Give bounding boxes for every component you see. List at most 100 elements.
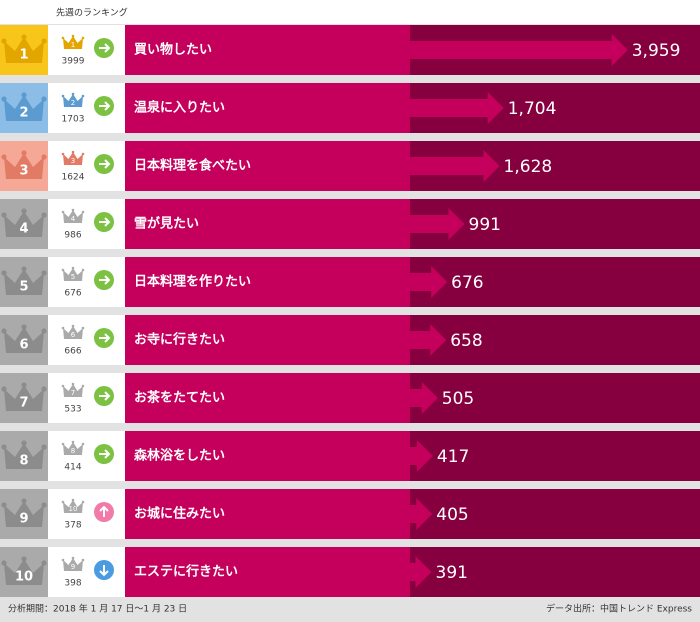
prev-rank: 6 [71, 331, 76, 339]
rank-crown-tip [41, 96, 47, 102]
prev-value: 3999 [62, 57, 85, 67]
prev-crown-tip [81, 152, 85, 156]
rank-crown-tip [41, 270, 47, 276]
rank-crown-tip [21, 92, 27, 98]
rank-crown-tip [1, 328, 7, 334]
trend-arrow [99, 275, 111, 285]
prev-rank: 5 [71, 273, 75, 281]
prev-crown-tip [81, 500, 85, 504]
prev-crown-tip [61, 558, 65, 562]
prev-crown-tip [81, 36, 85, 40]
footer-left: 分析期間：2018 年 1 月 17 日〜1 月 23 日 [8, 603, 187, 615]
prev-crown-tip [71, 324, 75, 328]
prev-crown-tip [71, 34, 75, 38]
prev-crown [63, 94, 83, 107]
value-label: 505 [442, 389, 474, 409]
category: 森林浴をしたい [134, 448, 225, 464]
bar [410, 382, 438, 414]
prev-crown-tip [71, 208, 75, 212]
rank-crown-tip [41, 38, 47, 44]
rank-crown [4, 443, 44, 469]
value-label: 391 [436, 563, 468, 583]
rank-crown-tip [21, 382, 27, 388]
prev-rank: 7 [71, 389, 75, 397]
rank-crown-tip [21, 556, 27, 562]
trend-arrow [99, 449, 111, 459]
bar [410, 440, 433, 472]
prev-value: 533 [64, 405, 81, 415]
prev-crown-tip [71, 440, 75, 444]
rank: 10 [15, 570, 33, 585]
prev-value: 398 [64, 579, 81, 589]
prev-rank: 10 [69, 505, 78, 513]
label-band [125, 315, 410, 365]
prev-crown-tip [71, 498, 75, 502]
header-band [0, 0, 700, 24]
prev-rank: 9 [71, 563, 75, 571]
prev-rank: 2 [71, 99, 75, 107]
prev-crown [63, 152, 83, 165]
value-label: 658 [450, 331, 482, 351]
trend-arrow [99, 333, 111, 343]
prev-crown-tip [61, 152, 65, 156]
header: 先週のランキング [56, 7, 128, 19]
prev-crown-tip [71, 266, 75, 270]
value-label: 1,704 [508, 99, 557, 119]
trend-arrow [99, 101, 111, 111]
category: お茶をたてたい [134, 390, 225, 406]
label-band [125, 547, 410, 597]
prev-crown-tip [61, 36, 65, 40]
rank: 2 [19, 106, 28, 121]
value-label: 991 [469, 215, 501, 235]
prev-value: 414 [64, 463, 81, 473]
rank-crown-tip [41, 386, 47, 392]
prev-crown-tip [61, 500, 65, 504]
rank-crown-tip [1, 96, 7, 102]
prev-crown-tip [81, 558, 85, 562]
rank-crown-tip [1, 560, 7, 566]
rank-crown-tip [21, 150, 27, 156]
category: 雪が見たい [134, 216, 199, 232]
rank-crown [4, 385, 44, 411]
rank-crown-tip [21, 266, 27, 272]
value-label: 417 [437, 447, 469, 467]
prev-crown [63, 36, 83, 49]
prev-crown-tip [61, 442, 65, 446]
label-band [125, 489, 410, 539]
trend-arrow [99, 505, 109, 517]
category: 温泉に入りたい [134, 100, 225, 116]
bar [410, 266, 448, 298]
value-band [410, 257, 700, 307]
prev-value: 378 [64, 521, 81, 531]
rank: 5 [19, 280, 28, 295]
value-band [410, 489, 700, 539]
prev-crown-tip [81, 210, 85, 214]
rank-crown-tip [41, 328, 47, 334]
rank-crown-tip [1, 502, 7, 508]
prev-value: 1703 [62, 115, 85, 125]
prev-rank: 8 [71, 447, 75, 455]
prev-crown-tip [61, 210, 65, 214]
category: 買い物したい [134, 42, 212, 58]
prev-crown [63, 558, 83, 571]
rank-crown-tip [41, 444, 47, 450]
prev-crown-tip [71, 92, 75, 96]
rank-crown-tip [41, 154, 47, 160]
rank: 7 [19, 396, 28, 411]
prev-rank: 4 [71, 215, 76, 223]
rank-crown-tip [21, 498, 27, 504]
rank-crown-tip [21, 34, 27, 40]
rank-crown [4, 95, 44, 121]
value-label: 1,628 [504, 157, 553, 177]
prev-rank: 1 [71, 41, 75, 49]
prev-crown-tip [71, 150, 75, 154]
rank: 1 [19, 48, 28, 63]
label-band [125, 199, 410, 249]
value-band [410, 431, 700, 481]
category: お寺に行きたい [134, 332, 225, 348]
label-band [125, 25, 410, 75]
prev-crown-tip [61, 384, 65, 388]
label-band [125, 257, 410, 307]
rank-crown [4, 153, 44, 179]
value-band [410, 373, 700, 423]
